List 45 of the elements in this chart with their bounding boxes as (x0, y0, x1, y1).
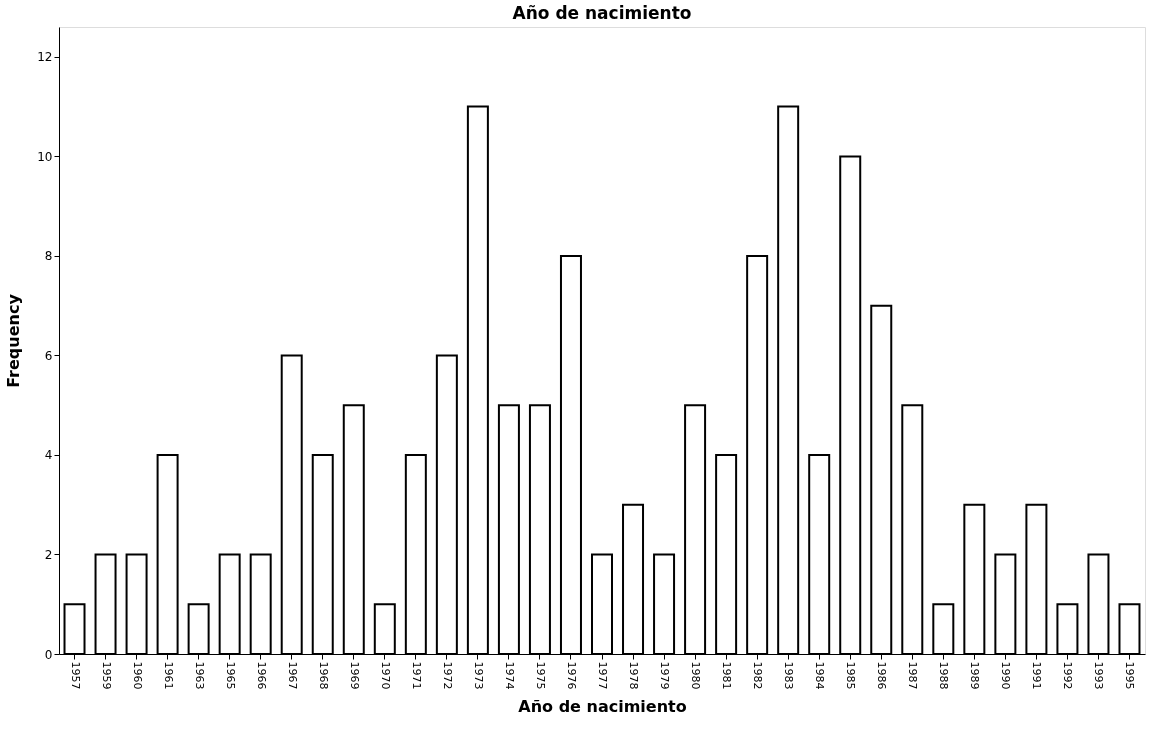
y-tick-label: 2 (44, 547, 53, 562)
x-tick-label: 1961 (161, 661, 175, 690)
y-tick-label: 8 (44, 249, 53, 264)
x-tick-label: 1966 (254, 661, 268, 690)
x-tick-label: 1972 (440, 661, 454, 690)
y-tick-label: 0 (44, 647, 53, 662)
x-tick-label: 1984 (813, 661, 827, 690)
y-axis-title: Frequency (4, 293, 24, 388)
x-tick-label: 1995 (1123, 661, 1137, 690)
x-tick-label: 1971 (409, 661, 423, 690)
x-tick-label: 1959 (99, 661, 113, 690)
x-tick-label: 1990 (999, 661, 1013, 690)
x-tick-label: 1960 (130, 661, 144, 690)
x-tick-label: 1969 (347, 661, 361, 690)
y-tick-label: 4 (44, 448, 53, 463)
x-tick-label: 1991 (1030, 661, 1044, 690)
x-tick-label: 1957 (68, 661, 82, 690)
y-tick-label: 10 (37, 149, 53, 164)
x-tick-label: 1982 (751, 661, 765, 690)
x-tick-label: 1993 (1092, 661, 1106, 690)
x-tick-label: 1981 (720, 661, 734, 690)
x-tick-label: 1989 (968, 661, 982, 690)
x-tick-label: 1980 (689, 661, 703, 690)
x-tick-label: 1975 (533, 661, 547, 690)
x-tick-label: 1974 (502, 661, 516, 690)
x-tick-label: 1985 (844, 661, 858, 690)
y-tick-label: 6 (44, 348, 53, 363)
x-tick-label: 1979 (658, 661, 672, 690)
x-tick-label: 1976 (564, 661, 578, 690)
x-tick-label: 1968 (316, 661, 330, 690)
x-tick-label: 1973 (471, 661, 485, 690)
x-tick-label: 1986 (875, 661, 889, 690)
chart-title: Año de nacimiento (512, 3, 692, 23)
x-tick-label: 1983 (782, 661, 796, 690)
x-tick-label: 1963 (192, 661, 206, 690)
x-tick-label: 1988 (937, 661, 951, 690)
x-tick-label: 1970 (378, 661, 392, 690)
x-tick-label: 1967 (285, 661, 299, 690)
y-tick-label: 12 (37, 50, 53, 65)
x-tick-label: 1992 (1061, 661, 1075, 690)
x-tick-label: 1987 (906, 661, 920, 690)
x-tick-label: 1977 (596, 661, 609, 690)
x-tick-label: 1978 (627, 661, 641, 690)
x-tick-label: 1965 (223, 661, 237, 690)
x-axis-title: Año de nacimiento (518, 697, 687, 717)
